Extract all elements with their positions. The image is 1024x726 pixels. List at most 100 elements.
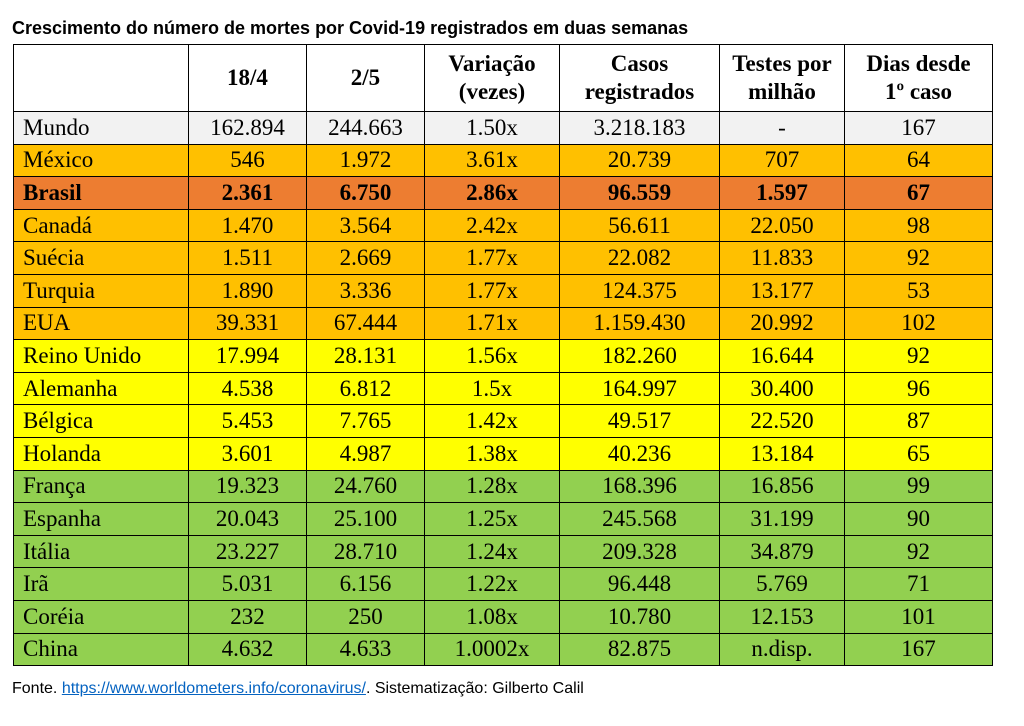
column-header-line: 2/5 (350, 65, 381, 90)
value-cell: 31.199 (719, 502, 845, 536)
value-cell: 17.994 (188, 339, 307, 373)
value-cell: 92 (844, 241, 993, 275)
value-cell: 12.153 (719, 599, 845, 634)
value-cell: 1.38x (424, 436, 560, 471)
table-row: Mundo 162.894 244.663 1.50x 3.218.183-167 (13, 111, 993, 145)
value-cell: 1.890 (188, 273, 307, 308)
value-cell: 92 (844, 534, 993, 569)
value-cell: 23.227 (188, 534, 307, 569)
column-header (13, 44, 189, 112)
value-cell: 20.739 (559, 143, 720, 178)
value-cell: 1.50x (424, 111, 560, 145)
value-cell: 1.56x (424, 339, 560, 373)
value-cell: 4.632 (188, 632, 307, 667)
country-cell: Alemanha (13, 371, 189, 406)
value-cell: 28.710 (306, 534, 425, 569)
value-cell: 67 (844, 176, 993, 210)
table-header-row: 18/4 2/5 Variação (vezes) Casos registrados Te… (13, 44, 993, 112)
value-cell: 6.750 (306, 176, 425, 210)
country-cell: EUA (13, 306, 189, 341)
value-cell: 13.184 (719, 436, 845, 471)
value-cell: 167 (844, 111, 993, 145)
column-header-line: 18/4 (227, 65, 268, 90)
value-cell: 16.644 (719, 339, 845, 373)
country-cell: Espanha (13, 502, 189, 536)
table-row: Irã 5.031 6.156 1.22x 96.448 5.769 71 (13, 567, 993, 601)
value-cell: 168.396 (559, 469, 720, 504)
table-row: Suécia 1.511 2.669 1.77x 22.082 11.833 92 (13, 241, 993, 275)
value-cell: 98 (844, 208, 993, 243)
value-cell: 101 (844, 599, 993, 634)
column-header-line: milhão (748, 79, 816, 104)
value-cell: 1.08x (424, 599, 560, 634)
source-footer: Fonte. https://www.worldometers.info/cor… (12, 680, 584, 698)
value-cell: 67.444 (306, 306, 425, 341)
value-cell: 6.156 (306, 567, 425, 601)
value-cell: 22.520 (719, 404, 845, 438)
value-cell: 65 (844, 436, 993, 471)
column-header-line: 1º caso (884, 79, 952, 104)
table-row: Reino Unido 17.994 28.131 1.56x 182.260 16.64… (13, 339, 993, 373)
table-row: Canadá 1.470 3.564 2.42x 56.611 22.050 98 (13, 208, 993, 243)
value-cell: 24.760 (306, 469, 425, 504)
value-cell: 96.559 (559, 176, 720, 210)
table-row: Brasil 2.361 6.750 2.86x 96.559 1.597 67 (13, 176, 993, 210)
country-cell: Brasil (13, 176, 189, 210)
column-header-line: Dias desde (866, 51, 971, 76)
value-cell: 82.875 (559, 632, 720, 667)
value-cell: 10.780 (559, 599, 720, 634)
table-body: Mundo 162.894 244.663 1.50x 3.218.183-167 Méx… (13, 111, 993, 667)
value-cell: n.disp. (719, 632, 845, 667)
value-cell: 707 (719, 143, 845, 178)
table-row: Holanda 3.601 4.987 1.38x 40.236 13.184 65 (13, 436, 993, 471)
country-cell: Suécia (13, 241, 189, 275)
value-cell: 13.177 (719, 273, 845, 308)
value-cell: 164.997 (559, 371, 720, 406)
value-cell: 3.61x (424, 143, 560, 178)
value-cell: 5.769 (719, 567, 845, 601)
country-cell: Holanda (13, 436, 189, 471)
value-cell: 53 (844, 273, 993, 308)
column-header: 18/4 (188, 44, 307, 112)
value-cell: 25.100 (306, 502, 425, 536)
column-header-line: Variação (448, 51, 536, 76)
value-cell: 1.77x (424, 273, 560, 308)
value-cell: 2.361 (188, 176, 307, 210)
value-cell: 3.564 (306, 208, 425, 243)
value-cell: 49.517 (559, 404, 720, 438)
value-cell: 1.71x (424, 306, 560, 341)
country-cell: Itália (13, 534, 189, 569)
source-link[interactable]: https://www.worldometers.info/coronaviru… (61, 680, 366, 697)
country-cell: Reino Unido (13, 339, 189, 373)
value-cell: 64 (844, 143, 993, 178)
value-cell: 87 (844, 404, 993, 438)
table-row: China 4.632 4.633 1.0002x 82.875 n.disp. 167 (13, 632, 993, 667)
footer-suffix: . Sistematização: Gilberto Calil (365, 680, 584, 697)
value-cell: 1.159.430 (559, 306, 720, 341)
value-cell: 20.992 (719, 306, 845, 341)
value-cell: 4.987 (306, 436, 425, 471)
value-cell: 2.669 (306, 241, 425, 275)
table-row: Coréia 232 250 1.08x 10.780 12.153 101 (13, 599, 993, 634)
value-cell: 546 (188, 143, 307, 178)
value-cell: 1.5x (424, 371, 560, 406)
value-cell: 1.470 (188, 208, 307, 243)
value-cell: 39.331 (188, 306, 307, 341)
value-cell: 3.601 (188, 436, 307, 471)
value-cell: 2.86x (424, 176, 560, 210)
value-cell: 16.856 (719, 469, 845, 504)
value-cell: 162.894 (188, 111, 307, 145)
value-cell: 96.448 (559, 567, 720, 601)
country-cell: França (13, 469, 189, 504)
value-cell: 19.323 (188, 469, 307, 504)
column-header: Testes por milhão (719, 44, 845, 112)
country-cell: Bélgica (13, 404, 189, 438)
country-cell: Mundo (13, 111, 189, 145)
covid-deaths-table: 18/4 2/5 Variação (vezes) Casos registrados Te… (13, 44, 993, 667)
value-cell: 6.812 (306, 371, 425, 406)
column-header: Casos registrados (559, 44, 720, 112)
value-cell: 250 (306, 599, 425, 634)
column-header-line: Casos (610, 51, 669, 76)
value-cell: 1.597 (719, 176, 845, 210)
table-row: México 546 1.972 3.61x 20.739 707 64 (13, 143, 993, 178)
